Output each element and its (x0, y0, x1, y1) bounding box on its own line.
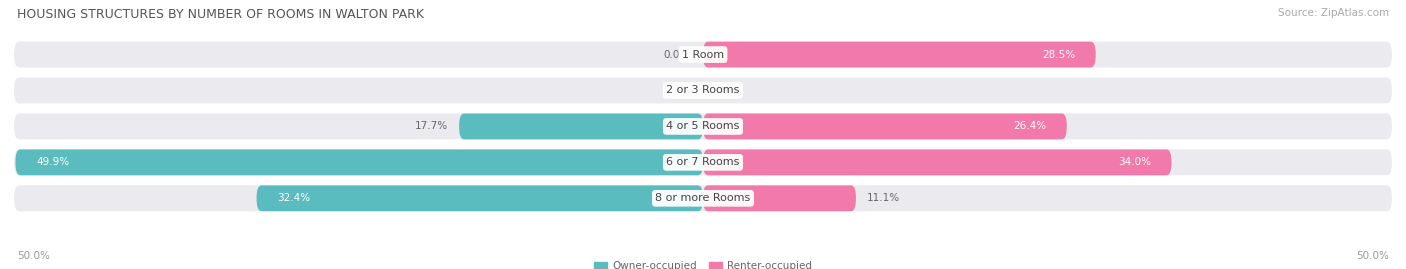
FancyBboxPatch shape (14, 185, 1392, 211)
Text: 26.4%: 26.4% (1012, 121, 1046, 132)
FancyBboxPatch shape (256, 185, 703, 211)
Text: 17.7%: 17.7% (415, 121, 449, 132)
FancyBboxPatch shape (15, 149, 703, 175)
FancyBboxPatch shape (703, 185, 856, 211)
Text: 0.0%: 0.0% (664, 86, 689, 95)
Text: 8 or more Rooms: 8 or more Rooms (655, 193, 751, 203)
Text: 50.0%: 50.0% (1357, 251, 1389, 261)
FancyBboxPatch shape (14, 42, 1392, 68)
Text: 50.0%: 50.0% (17, 251, 49, 261)
FancyBboxPatch shape (703, 114, 1067, 139)
Text: 6 or 7 Rooms: 6 or 7 Rooms (666, 157, 740, 167)
FancyBboxPatch shape (703, 42, 1095, 68)
Text: 32.4%: 32.4% (277, 193, 311, 203)
FancyBboxPatch shape (14, 77, 1392, 104)
FancyBboxPatch shape (460, 114, 703, 139)
Text: Source: ZipAtlas.com: Source: ZipAtlas.com (1278, 8, 1389, 18)
Legend: Owner-occupied, Renter-occupied: Owner-occupied, Renter-occupied (591, 257, 815, 269)
Text: 1 Room: 1 Room (682, 49, 724, 59)
Text: 28.5%: 28.5% (1042, 49, 1076, 59)
Text: 2 or 3 Rooms: 2 or 3 Rooms (666, 86, 740, 95)
Text: 34.0%: 34.0% (1118, 157, 1152, 167)
Text: 49.9%: 49.9% (37, 157, 69, 167)
FancyBboxPatch shape (14, 149, 1392, 175)
Text: 0.0%: 0.0% (664, 49, 689, 59)
Text: HOUSING STRUCTURES BY NUMBER OF ROOMS IN WALTON PARK: HOUSING STRUCTURES BY NUMBER OF ROOMS IN… (17, 8, 423, 21)
FancyBboxPatch shape (14, 114, 1392, 139)
FancyBboxPatch shape (703, 149, 1171, 175)
Text: 0.0%: 0.0% (717, 86, 742, 95)
Text: 11.1%: 11.1% (868, 193, 900, 203)
Text: 4 or 5 Rooms: 4 or 5 Rooms (666, 121, 740, 132)
